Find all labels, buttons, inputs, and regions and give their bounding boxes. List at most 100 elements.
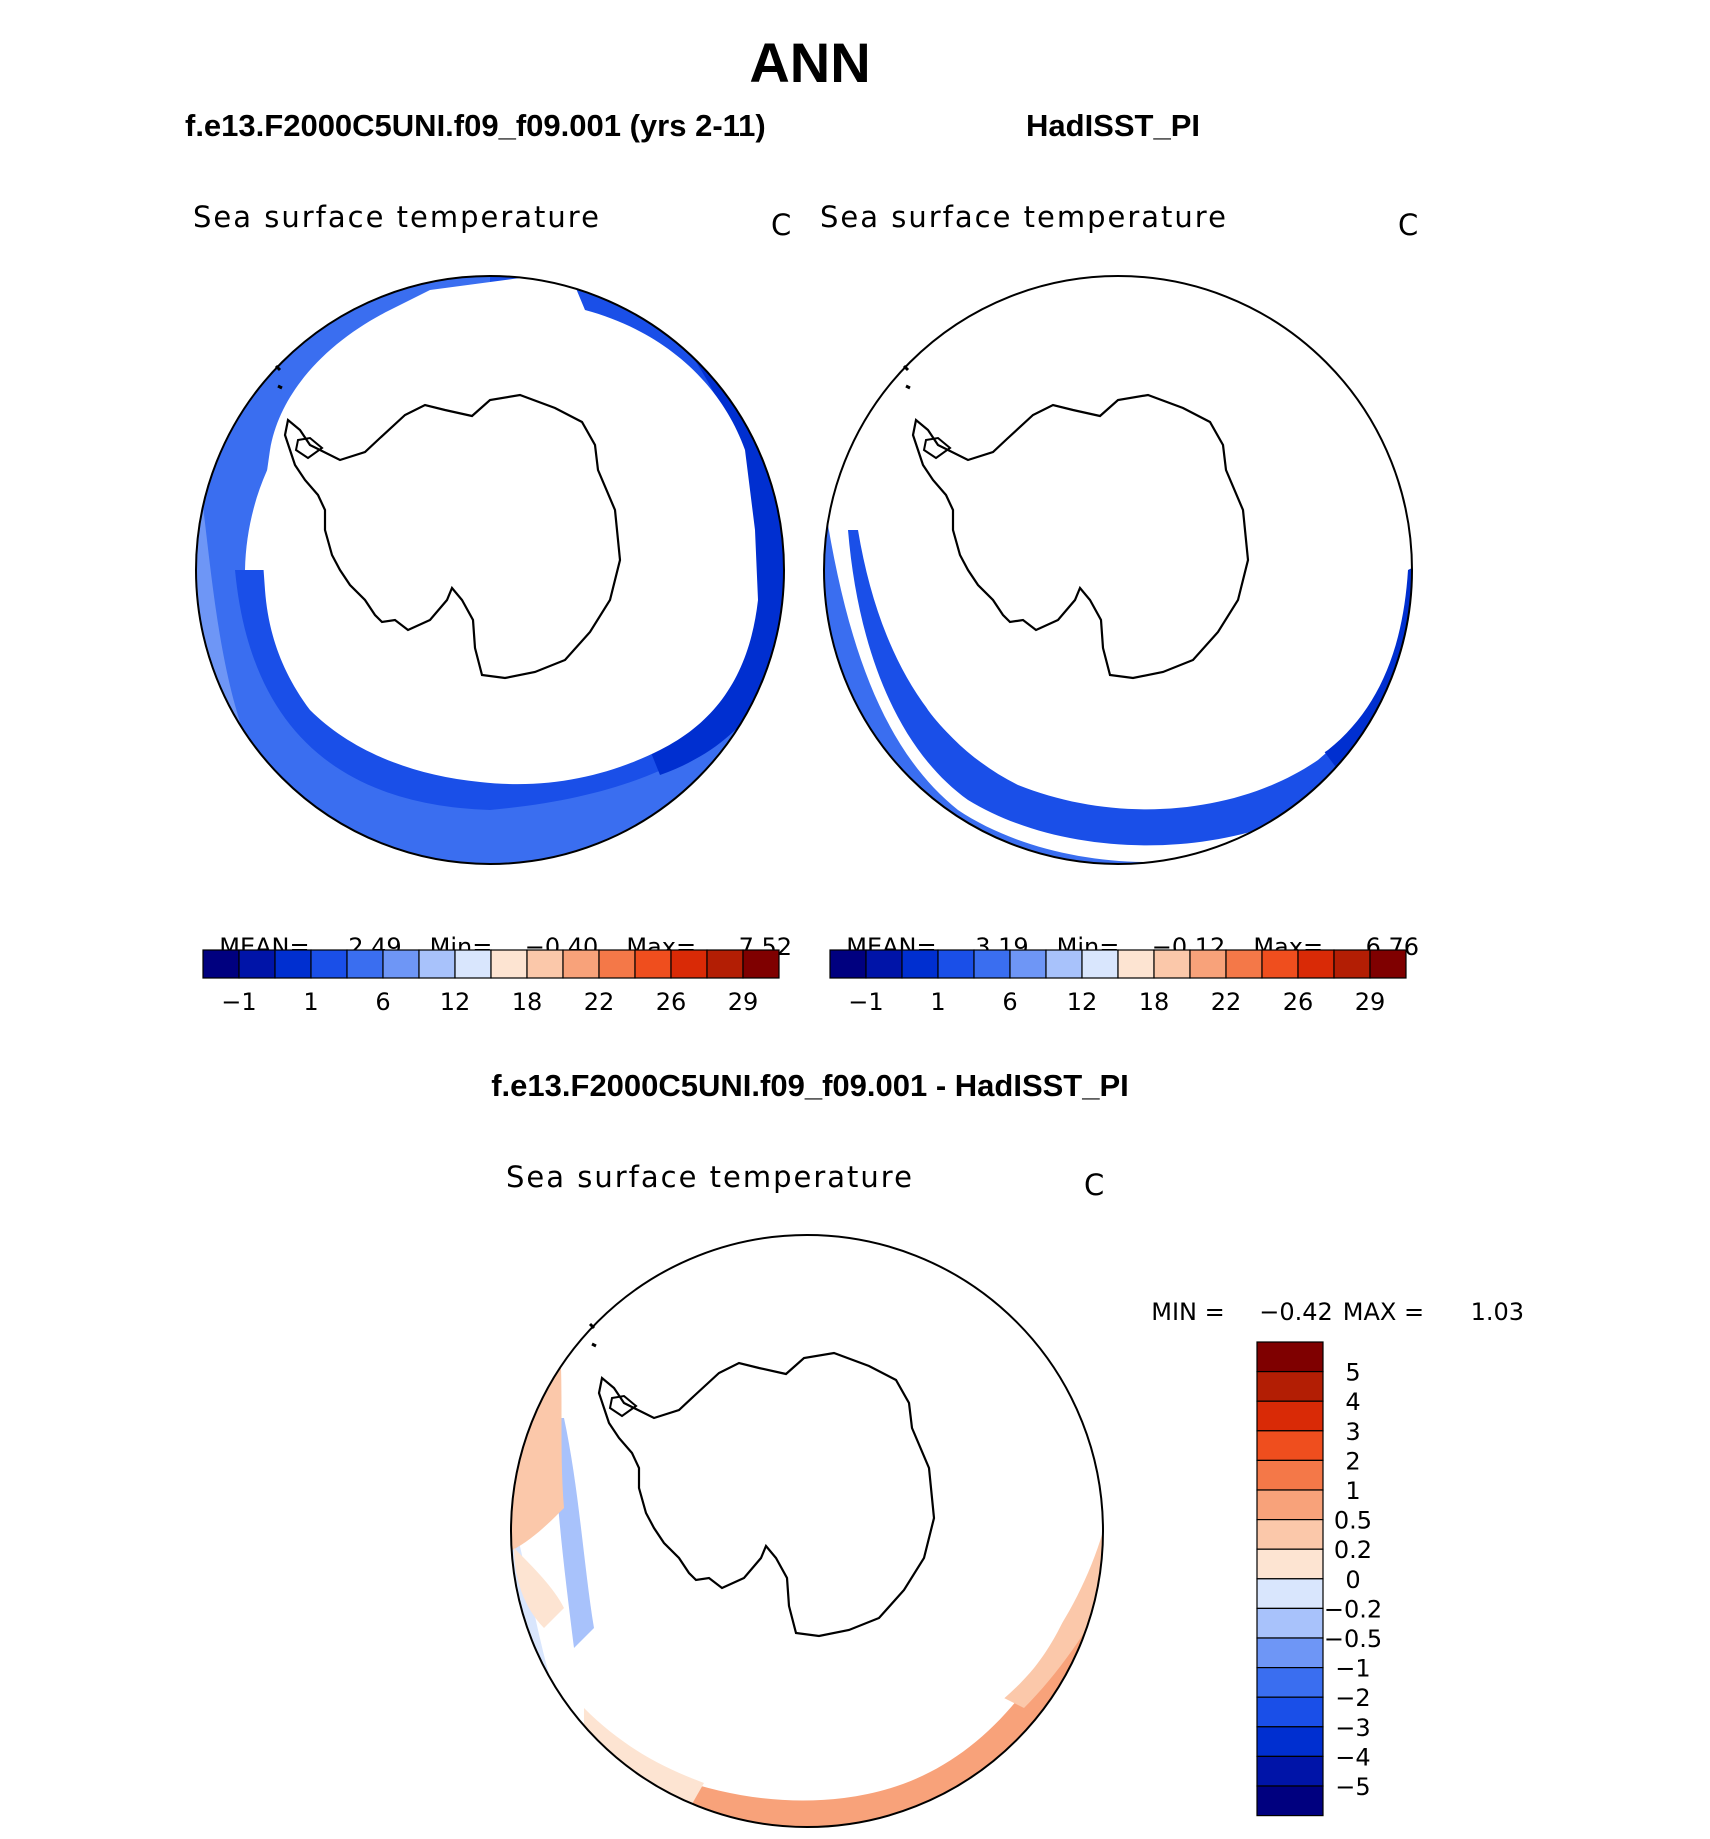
left-colorbar-tick-label: 1 xyxy=(303,988,318,1016)
diff-stats: MIN = −0.42 MAX = 1.03 xyxy=(1136,1270,1524,1326)
diff-title: f.e13.F2000C5UNI.f09_f09.001 - HadISST_P… xyxy=(491,1068,1129,1103)
diff-ice-region xyxy=(574,1235,1103,1769)
diff-region-west-warm xyxy=(511,1308,564,1558)
diff-colorbar-tick-label: 3 xyxy=(1345,1418,1360,1446)
left-colorbar-tick-label: −1 xyxy=(221,988,256,1016)
diff-colorbar-swatch xyxy=(1256,1696,1324,1728)
right-colorbar-ticks: −1 1 6 12 18 22 26 29 xyxy=(848,988,1385,1016)
right-colorbar-swatch xyxy=(1369,949,1407,979)
right-colorbar-swatch xyxy=(1081,949,1119,979)
right-colorbar-tick-label: 29 xyxy=(1355,988,1386,1016)
left-colorbar-tick-label: 12 xyxy=(440,988,471,1016)
left-colorbar-swatch xyxy=(202,949,240,979)
right-case-title: HadISST_PI xyxy=(1026,108,1200,143)
right-polar-map xyxy=(823,275,1413,865)
right-colorbar-swatch xyxy=(1153,949,1191,979)
diff-colorbar-swatch xyxy=(1256,1755,1324,1787)
diff-antarctica-outline xyxy=(597,1351,936,1638)
diff-colorbar-tick-label: 0.2 xyxy=(1334,1536,1372,1564)
right-ice-region xyxy=(873,276,1412,801)
left-colorbar-swatch xyxy=(598,949,636,979)
right-colorbar-tick-label: 12 xyxy=(1067,988,1098,1016)
right-colorbar-tick-label: 18 xyxy=(1139,988,1170,1016)
left-colorbar-swatch xyxy=(346,949,384,979)
right-colorbar-tick-label: 22 xyxy=(1211,988,1242,1016)
left-colorbar-tick-label: 29 xyxy=(728,988,759,1016)
diff-max-value: 1.03 xyxy=(1470,1298,1525,1326)
diff-min-value: −0.42 xyxy=(1259,1298,1333,1326)
diff-colorbar-tick-label: 2 xyxy=(1345,1447,1360,1475)
left-colorbar-ticks: −1 1 6 12 18 22 26 29 xyxy=(221,988,758,1016)
left-colorbar-swatch xyxy=(490,949,528,979)
right-colorbar-tick-label: 26 xyxy=(1283,988,1314,1016)
diff-colorbar-swatch xyxy=(1256,1400,1324,1432)
diff-colorbar-tick-label: −3 xyxy=(1335,1714,1370,1742)
left-colorbar-swatch xyxy=(454,949,492,979)
left-unit-label: C xyxy=(771,208,792,242)
diff-colorbar-swatches xyxy=(1256,1341,1324,1817)
right-colorbar-swatch xyxy=(1009,949,1047,979)
main-title: ANN xyxy=(749,31,871,94)
left-colorbar-swatch xyxy=(526,949,564,979)
right-colorbar-swatch xyxy=(901,949,939,979)
left-colorbar-swatches xyxy=(202,949,780,979)
left-polar-map xyxy=(195,275,785,865)
left-colorbar-swatch xyxy=(670,949,708,979)
diff-colorbar-swatch xyxy=(1256,1341,1324,1373)
diff-colorbar-tick-label: −1 xyxy=(1335,1655,1370,1683)
left-ice-region xyxy=(260,276,758,785)
diff-polar-map xyxy=(510,1234,1104,1828)
right-colorbar-swatch xyxy=(973,949,1011,979)
left-colorbar-swatch xyxy=(310,949,348,979)
right-colorbar-swatch xyxy=(1261,949,1299,979)
diff-colorbar-swatch xyxy=(1256,1726,1324,1757)
diff-region-south-faint xyxy=(584,1708,704,1818)
left-case-title: f.e13.F2000C5UNI.f09_f09.001 (yrs 2-11) xyxy=(185,108,766,143)
diff-colorbar-tick-label: 0.5 xyxy=(1334,1507,1372,1535)
diff-colorbar-swatch xyxy=(1256,1607,1324,1639)
diff-colorbar-swatch xyxy=(1256,1371,1324,1402)
diff-colorbar-swatch xyxy=(1256,1785,1324,1817)
diff-colorbar-tick-label: −0.2 xyxy=(1324,1595,1382,1623)
right-antarctica-outline xyxy=(911,393,1250,680)
right-colorbar-swatch xyxy=(1189,949,1227,979)
left-colorbar-tick-label: 26 xyxy=(656,988,687,1016)
diff-colorbar-tick-label: 4 xyxy=(1345,1388,1360,1416)
diff-colorbar-swatch xyxy=(1256,1548,1324,1580)
right-colorbar-swatch xyxy=(1045,949,1083,979)
diff-colorbar-tick-label: 0 xyxy=(1345,1566,1360,1594)
diff-colorbar-swatch xyxy=(1256,1519,1324,1550)
right-variable-label: Sea surface temperature xyxy=(820,200,1228,234)
diff-max-label: MAX = xyxy=(1342,1298,1425,1326)
left-colorbar-tick-label: 6 xyxy=(375,988,390,1016)
left-colorbar-swatch xyxy=(274,949,312,979)
diff-colorbar-swatch xyxy=(1256,1430,1324,1462)
diff-colorbar-swatch xyxy=(1256,1667,1324,1698)
right-colorbar-swatch xyxy=(1225,949,1263,979)
diff-colorbar-tick-label: −0.5 xyxy=(1324,1625,1382,1653)
diff-unit-label: C xyxy=(1084,1168,1105,1202)
right-colorbar-swatch xyxy=(1117,949,1155,979)
left-colorbar-swatch xyxy=(418,949,456,979)
right-colorbar-swatch xyxy=(865,949,903,979)
diff-colorbar-swatch xyxy=(1256,1489,1324,1521)
diff-region-negative-strong xyxy=(554,1418,594,1648)
right-colorbar-tick-label: 6 xyxy=(1002,988,1017,1016)
diff-colorbar-swatch xyxy=(1256,1637,1324,1669)
right-colorbar-swatch xyxy=(1297,949,1335,979)
diff-colorbar-tick-label: 5 xyxy=(1345,1359,1360,1387)
left-colorbar-swatch xyxy=(634,949,672,979)
diff-colorbar-tick-label: 1 xyxy=(1345,1477,1360,1505)
left-colorbar: −1 1 6 12 18 22 26 29 xyxy=(202,949,780,1016)
right-colorbar-tick-label: −1 xyxy=(848,988,883,1016)
right-colorbar-swatches xyxy=(829,949,1407,979)
diff-variable-label: Sea surface temperature xyxy=(506,1160,914,1194)
right-colorbar: −1 1 6 12 18 22 26 29 xyxy=(829,949,1407,1016)
left-colorbar-tick-label: 22 xyxy=(584,988,615,1016)
right-colorbar-swatch xyxy=(1333,949,1371,979)
diff-colorbar-tick-label: −5 xyxy=(1335,1773,1370,1801)
right-colorbar-swatch xyxy=(829,949,867,979)
diff-colorbar-swatch xyxy=(1256,1578,1324,1610)
